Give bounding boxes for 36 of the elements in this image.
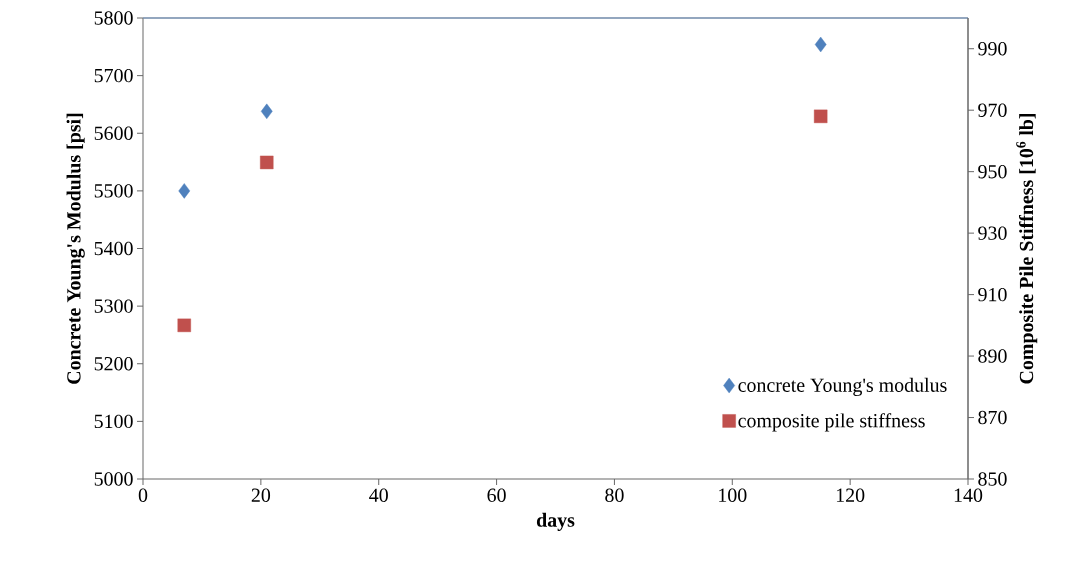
y2-tick-label: 950	[978, 164, 1007, 179]
y-tick-label: 5700	[94, 68, 133, 83]
y-tick-label: 5000	[94, 472, 133, 486]
point	[814, 36, 827, 53]
point	[260, 155, 274, 170]
y-tick-label: 5300	[94, 299, 133, 313]
legend-label: concrete Young's modulus	[738, 377, 947, 396]
y-tick-label: 5200	[94, 357, 133, 371]
x-tick-label: 80	[605, 488, 624, 502]
y-axis-title: Concrete Young's Modulus [psi]	[66, 113, 85, 384]
y2-tick-label: 910	[978, 287, 1007, 302]
y2-axis-title: Composite Pile Stiffness [10$^{6}$ lb]	[1016, 113, 1038, 384]
x-tick-label: 100	[719, 488, 747, 502]
x-axis-title: days	[536, 512, 575, 531]
x-tick-label: 0	[138, 488, 148, 502]
point	[813, 109, 828, 124]
x-tick-label: 120	[836, 488, 865, 502]
x-tick-label: 40	[369, 488, 388, 502]
y-tick-label: 5400	[94, 241, 133, 256]
y-tick-label: 5100	[94, 414, 133, 429]
y2-tick-label: 930	[978, 226, 1007, 240]
y2-tick-label: 870	[978, 410, 1007, 425]
legend-label: composite pile stiffness	[738, 413, 925, 432]
y-tick-label: 5500	[94, 184, 133, 198]
x-tick-label: 60	[487, 488, 506, 502]
x-tick-label: 140	[954, 488, 983, 502]
point	[178, 183, 191, 199]
y2-tick-label: 850	[978, 472, 1007, 486]
point	[260, 103, 273, 120]
y2-tick-label: 890	[978, 349, 1007, 363]
x-tick-label: 20	[251, 488, 271, 502]
y-tick-label: 5800	[94, 11, 133, 25]
point	[177, 318, 191, 333]
y2-tick-label: 970	[978, 103, 1007, 117]
y-tick-label: 5600	[94, 126, 133, 140]
y2-tick-label: 990	[978, 42, 1007, 56]
